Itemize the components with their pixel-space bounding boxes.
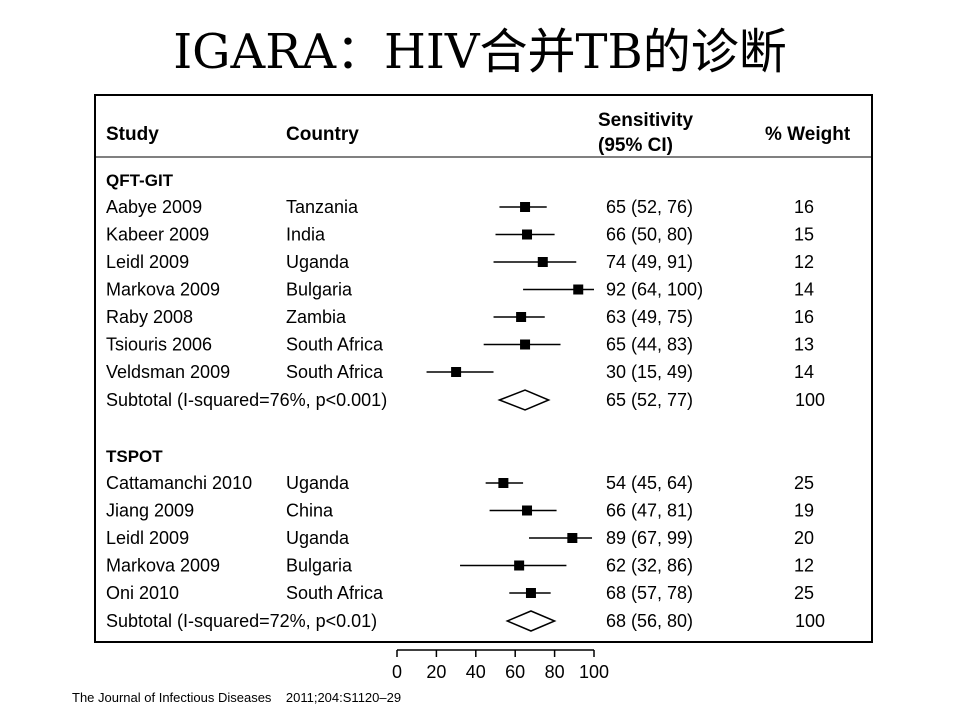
- subtotal-weight: 100: [795, 390, 825, 410]
- x-axis: 0 20 40 60 80 100: [392, 649, 609, 682]
- study-weight: 19: [794, 501, 814, 521]
- study-ci-text: 66 (47, 81): [606, 501, 693, 521]
- study-country: South Africa: [286, 583, 384, 603]
- study-name: Markova 2009: [106, 280, 220, 300]
- point-estimate: [522, 505, 533, 516]
- study-ci-text: 63 (49, 75): [606, 307, 693, 327]
- point-estimate: [522, 229, 533, 240]
- study-ci-text: 74 (49, 91): [606, 252, 693, 272]
- subtotal-label: Subtotal (I-squared=72%, p<0.01): [106, 611, 377, 631]
- point-estimate: [520, 202, 531, 212]
- header-study: Study: [106, 124, 159, 145]
- study-name: Veldsman 2009: [106, 362, 230, 382]
- study-name: Leidl 2009: [106, 528, 189, 548]
- study-name: Raby 2008: [106, 307, 193, 327]
- x-tick-label: 40: [466, 662, 486, 682]
- point-estimate: [516, 312, 527, 322]
- slide-title: IGARA：HIV合并TB的诊断: [173, 24, 787, 80]
- study-country: South Africa: [286, 362, 384, 382]
- study-country: Uganda: [286, 252, 350, 272]
- point-estimate: [520, 339, 531, 350]
- study-name: Kabeer 2009: [106, 225, 209, 245]
- study-weight: 14: [794, 362, 814, 382]
- point-estimate: [514, 560, 525, 571]
- x-tick-label: 20: [426, 662, 446, 682]
- study-ci-text: 89 (67, 99): [606, 528, 693, 548]
- header-country: Country: [286, 124, 359, 145]
- point-estimate: [451, 367, 462, 377]
- study-name: Oni 2010: [106, 583, 179, 603]
- point-estimate: [567, 533, 578, 543]
- subtotal-weight: 100: [795, 611, 825, 631]
- study-country: Uganda: [286, 528, 350, 548]
- study-name: Jiang 2009: [106, 501, 194, 521]
- study-weight: 12: [794, 252, 814, 272]
- point-estimate: [573, 284, 584, 295]
- plot-frame: [94, 94, 873, 643]
- study-weight: 25: [794, 473, 814, 493]
- point-estimate: [498, 478, 509, 488]
- header-weight: % Weight: [765, 124, 851, 145]
- study-weight: 15: [794, 225, 814, 245]
- header-ci: (95% CI): [598, 135, 673, 156]
- study-weight: 25: [794, 583, 814, 603]
- study-country: Zambia: [286, 307, 347, 327]
- study-ci-text: 68 (57, 78): [606, 583, 693, 603]
- study-name: Markova 2009: [106, 556, 220, 576]
- x-tick-label: 80: [545, 662, 565, 682]
- study-name: Cattamanchi 2010: [106, 473, 252, 493]
- study-ci-text: 54 (45, 64): [606, 473, 693, 493]
- study-name: Aabye 2009: [106, 197, 202, 217]
- study-ci-text: 30 (15, 49): [606, 362, 693, 382]
- x-tick-label: 0: [392, 662, 402, 682]
- study-country: China: [286, 501, 334, 521]
- study-country: Bulgaria: [286, 280, 353, 300]
- subtotal-diamond: [497, 389, 551, 411]
- subtotal-ci-text: 65 (52, 77): [606, 390, 693, 410]
- study-weight: 16: [794, 307, 814, 327]
- study-country: India: [286, 225, 326, 245]
- study-country: Tanzania: [286, 197, 359, 217]
- study-weight: 13: [794, 335, 814, 355]
- study-ci-text: 66 (50, 80): [606, 225, 693, 245]
- subtotal-label: Subtotal (I-squared=76%, p<0.001): [106, 390, 387, 410]
- header-sensitivity: Sensitivity: [598, 110, 693, 131]
- study-ci-text: 92 (64, 100): [606, 280, 703, 300]
- x-tick-label: 60: [505, 662, 525, 682]
- study-ci-text: 65 (52, 76): [606, 197, 693, 217]
- x-tick-label: 100: [579, 662, 609, 682]
- study-country: Uganda: [286, 473, 350, 493]
- study-country: Bulgaria: [286, 556, 353, 576]
- subtotal-diamond: [505, 610, 557, 632]
- study-country: South Africa: [286, 335, 384, 355]
- group-label: QFT-GIT: [106, 171, 174, 190]
- study-weight: 14: [794, 280, 814, 300]
- study-weight: 16: [794, 197, 814, 217]
- study-weight: 20: [794, 528, 814, 548]
- point-estimate: [537, 257, 548, 267]
- citation: The Journal of Infectious Diseases 2011;…: [72, 690, 402, 705]
- group-label: TSPOT: [106, 447, 163, 466]
- study-ci-text: 65 (44, 83): [606, 335, 693, 355]
- study-name: Leidl 2009: [106, 252, 189, 272]
- study-ci-text: 62 (32, 86): [606, 556, 693, 576]
- study-weight: 12: [794, 556, 814, 576]
- subtotal-ci-text: 68 (56, 80): [606, 611, 693, 631]
- study-name: Tsiouris 2006: [106, 335, 212, 355]
- point-estimate: [525, 588, 536, 598]
- forest-rows: QFT-GIT Aabye 2009 Tanzania 65 (52, 76) 16 Ka…: [106, 171, 825, 632]
